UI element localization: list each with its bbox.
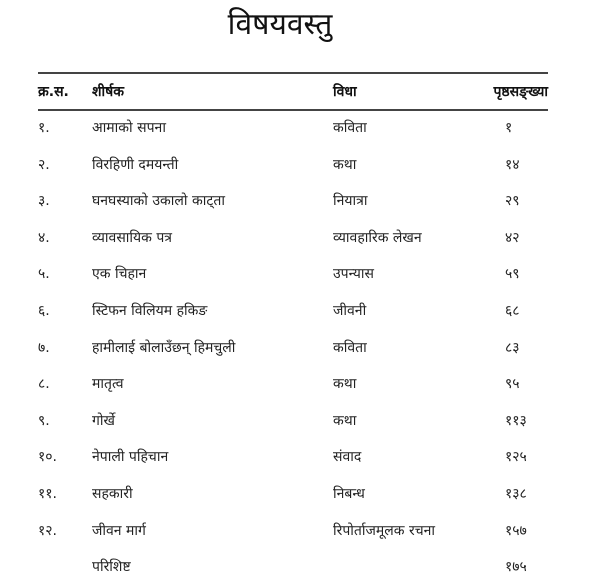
header-rule (38, 109, 548, 111)
row-page: १७५ (505, 559, 527, 576)
row-page: ६८ (505, 303, 520, 319)
row-genre: व्यावहारिक लेखन (333, 229, 422, 246)
table-row: १०. नेपाली पहिचान संवाद १२५ (0, 447, 609, 467)
row-genre: कथा (333, 412, 357, 429)
row-title: जीवन मार्ग (92, 522, 146, 539)
row-title: मातृत्व (92, 376, 124, 393)
row-number: ८. (38, 376, 50, 393)
row-page: १५७ (505, 522, 527, 539)
row-title: व्यावसायिक पत्र (92, 229, 173, 246)
table-row: १. आमाको सपना कविता १ (0, 118, 609, 138)
row-genre: जीवनी (333, 303, 367, 319)
row-page: ४२ (505, 229, 520, 246)
row-genre: निबन्ध (333, 486, 365, 502)
row-genre: उपन्यास (333, 266, 374, 283)
row-title: एक चिहान (92, 266, 147, 283)
table-row: ५. एक चिहान उपन्यास ५९ (0, 264, 609, 284)
table-row: ४. व्यावसायिक पत्र व्यावहारिक लेखन ४२ (0, 228, 609, 248)
table-row: ८. मातृत्व कथा ९५ (0, 374, 609, 394)
table-row: ३. घनघस्याको उकालो काट्ता नियात्रा २९ (0, 191, 609, 211)
row-title: आमाको सपना (92, 120, 166, 136)
table-row: ९. गोर्खे कथा ११३ (0, 411, 609, 431)
row-number: ५. (38, 266, 50, 283)
row-page: १३८ (505, 486, 527, 502)
row-page: १४ (505, 156, 520, 173)
row-number: ११. (38, 486, 58, 502)
row-genre: रिपोर्ताजमूलक रचना (333, 522, 436, 539)
row-number: ४. (38, 229, 50, 246)
table-row: २. विरहिणी दमयन्ती कथा १४ (0, 155, 609, 175)
header-title: शीर्षक (92, 84, 124, 100)
row-page: ११३ (505, 412, 527, 429)
row-page: १२५ (505, 449, 527, 466)
row-genre: कविता (333, 120, 367, 136)
row-genre: कथा (333, 376, 357, 393)
row-genre: नियात्रा (333, 193, 368, 210)
table-row: ७. हामीलाई बोलाउँछन् हिमचुली कविता ८३ (0, 338, 609, 358)
header-page: पृष्ठसङ्ख्या (493, 84, 548, 100)
row-number: १०. (38, 449, 58, 466)
row-title: घनघस्याको उकालो काट्ता (92, 193, 225, 210)
row-genre: कविता (333, 339, 367, 356)
row-number: १. (38, 120, 50, 136)
row-genre: कथा (333, 156, 357, 173)
row-page: ५९ (505, 266, 520, 283)
row-title: स्टिफन विलियम हकिङ (92, 303, 208, 319)
row-genre: संवाद (333, 449, 362, 466)
page-title: विषयवस्तु (227, 7, 333, 42)
row-title: परिशिष्ट (92, 559, 131, 576)
table-row: परिशिष्ट १७५ (0, 557, 609, 577)
row-page: ९५ (505, 376, 520, 393)
row-number: ६. (38, 303, 50, 319)
header-number: क्र.स. (38, 84, 69, 100)
row-number: ९. (38, 412, 50, 429)
row-number: ७. (38, 339, 50, 356)
row-title: हामीलाई बोलाउँछन् हिमचुली (92, 339, 236, 356)
table-row: ६. स्टिफन विलियम हकिङ जीवनी ६८ (0, 301, 609, 321)
row-title: गोर्खे (92, 412, 115, 429)
top-rule (38, 72, 548, 74)
row-number: १२. (38, 522, 58, 539)
table-row: १२. जीवन मार्ग रिपोर्ताजमूलक रचना १५७ (0, 521, 609, 541)
row-title: विरहिणी दमयन्ती (92, 156, 179, 173)
row-title: नेपाली पहिचान (92, 449, 169, 466)
row-page: ८३ (505, 339, 520, 356)
header-genre: विधा (333, 84, 357, 100)
table-row: ११. सहकारी निबन्ध १३८ (0, 484, 609, 504)
row-number: ३. (38, 193, 50, 210)
row-title: सहकारी (92, 486, 133, 502)
row-number: २. (38, 156, 50, 173)
row-page: १ (505, 120, 513, 136)
row-page: २९ (505, 193, 520, 210)
